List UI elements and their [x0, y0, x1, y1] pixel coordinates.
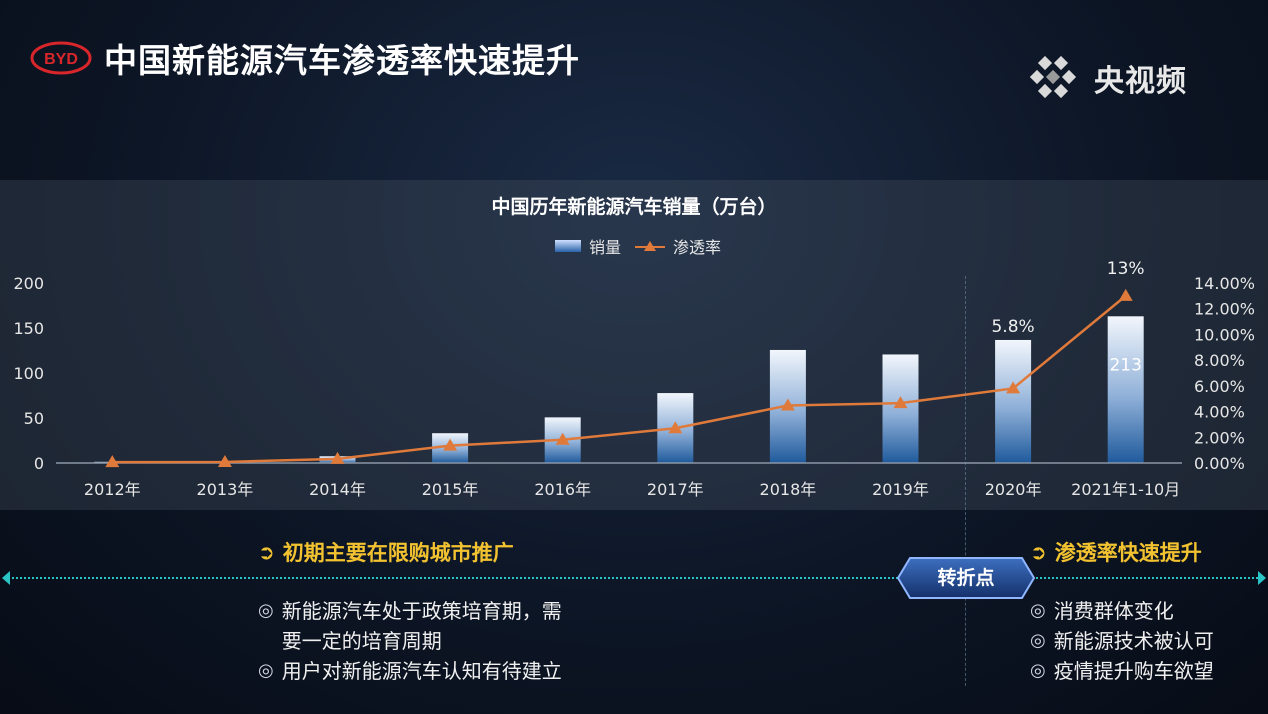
brand-name: 央视频	[1094, 64, 1187, 99]
penetration-point	[555, 432, 570, 445]
y-left-tick-label: 50	[24, 409, 44, 428]
turning-point-badge	[896, 557, 1036, 599]
arrow-circle-icon: ➲	[1030, 540, 1047, 564]
double-circle-icon: ◎	[1030, 630, 1046, 651]
y-right-tick-label: 0.00%	[1194, 454, 1245, 473]
left-heading: ➲ 初期主要在限购城市推广	[258, 537, 514, 567]
penetration-point	[443, 438, 458, 451]
x-tick-label: 2020年	[985, 480, 1042, 499]
data-label: 5.8%	[991, 317, 1034, 337]
double-circle-icon: ◎	[1030, 660, 1046, 681]
turning-point-label: 转折点	[937, 567, 995, 589]
list-item: ◎ 新能源技术被认可	[1030, 626, 1214, 656]
chart-legend: 销量 渗透率	[555, 234, 721, 258]
byd-logo: BYD	[30, 41, 92, 75]
right-bullet-text: 消费群体变化	[1053, 599, 1174, 623]
cctv-video-icon	[1030, 56, 1077, 99]
arrow-circle-icon: ➲	[258, 540, 275, 564]
x-tick-label: 2019年	[872, 480, 929, 499]
data-label: 13%	[1107, 259, 1145, 279]
timeline-arrow-left-icon	[2, 571, 10, 585]
y-right-tick-label: 14.00%	[1194, 274, 1255, 293]
y-right-tick-label: 8.00%	[1194, 351, 1245, 370]
y-right-tick-label: 2.00%	[1194, 428, 1245, 447]
logo-text: BYD	[44, 51, 78, 68]
penetration-point	[217, 454, 232, 467]
right-bullets: ◎ 消费群体变化 ◎ 新能源技术被认可 ◎ 疫情提升购车欲望	[1030, 596, 1214, 686]
double-circle-icon: ◎	[258, 600, 274, 621]
x-tick-label: 2013年	[197, 480, 254, 499]
y-left-tick-label: 200	[13, 274, 44, 293]
right-bullet-text: 新能源技术被认可	[1053, 629, 1214, 653]
y-right-tick-label: 4.00%	[1194, 403, 1245, 422]
x-tick-label: 2012年	[84, 480, 141, 499]
double-circle-icon: ◎	[258, 660, 274, 681]
list-item: ◎ 用户对新能源汽车认知有待建立	[258, 656, 562, 686]
right-heading: ➲ 渗透率快速提升	[1030, 537, 1202, 567]
list-item: ◎ 消费群体变化	[1030, 596, 1214, 626]
y-left-tick-label: 150	[13, 319, 44, 338]
list-item: ◎ 新能源汽车处于政策培育期，需 要一定的培育周期	[258, 596, 562, 656]
right-bullet-text: 疫情提升购车欲望	[1053, 659, 1214, 683]
list-item: ◎ 疫情提升购车欲望	[1030, 656, 1214, 686]
y-right-tick-label: 10.00%	[1194, 325, 1255, 344]
turning-point-divider	[965, 276, 966, 686]
penetration-point	[1118, 288, 1133, 301]
bar	[882, 354, 919, 463]
double-circle-icon: ◎	[1030, 600, 1046, 621]
right-heading-text: 渗透率快速提升	[1054, 541, 1202, 565]
bar	[995, 339, 1032, 463]
timeline-arrow-right-icon	[1258, 571, 1266, 585]
x-tick-label: 2016年	[534, 480, 591, 499]
legend-swatch-sales	[555, 240, 581, 252]
penetration-point	[330, 451, 345, 464]
penetration-point	[780, 398, 795, 411]
data-label: 213	[1109, 355, 1141, 375]
page-title: 中国新能源汽车渗透率快速提升	[104, 41, 580, 80]
penetration-line	[112, 294, 1127, 464]
penetration-point	[105, 455, 120, 468]
y-left-tick-label: 0	[34, 454, 44, 473]
x-tick-label: 2018年	[760, 480, 817, 499]
legend-swatch-penetration	[635, 241, 666, 251]
legend-label-sales: 销量	[589, 238, 622, 257]
y-right-tick-label: 12.00%	[1194, 300, 1255, 319]
legend-label-penetration: 渗透率	[673, 238, 722, 257]
bar	[1107, 316, 1144, 463]
left-heading-text: 初期主要在限购城市推广	[282, 541, 514, 565]
x-tick-label: 2014年	[309, 480, 366, 499]
x-tick-label: 2015年	[422, 480, 479, 499]
x-tick-label: 2017年	[647, 480, 704, 499]
x-tick-label: 2021年1-10月	[1071, 480, 1180, 499]
y-right-tick-label: 6.00%	[1194, 377, 1245, 396]
penetration-point	[893, 396, 908, 409]
left-bullet-text: 新能源汽车处于政策培育期，需 要一定的培育周期	[281, 599, 562, 653]
timeline-line	[4, 577, 1262, 579]
y-left-tick-label: 100	[13, 364, 44, 383]
left-bullets: ◎ 新能源汽车处于政策培育期，需 要一定的培育周期 ◎ 用户对新能源汽车认知有待…	[258, 596, 562, 686]
chart-title: 中国历年新能源汽车销量（万台）	[491, 196, 777, 218]
penetration-point	[668, 421, 683, 434]
brand-watermark: 央视频	[1030, 56, 1187, 100]
left-bullet-text: 用户对新能源汽车认知有待建立	[281, 659, 562, 683]
penetration-point	[1006, 381, 1021, 394]
chart-band	[0, 180, 1268, 510]
